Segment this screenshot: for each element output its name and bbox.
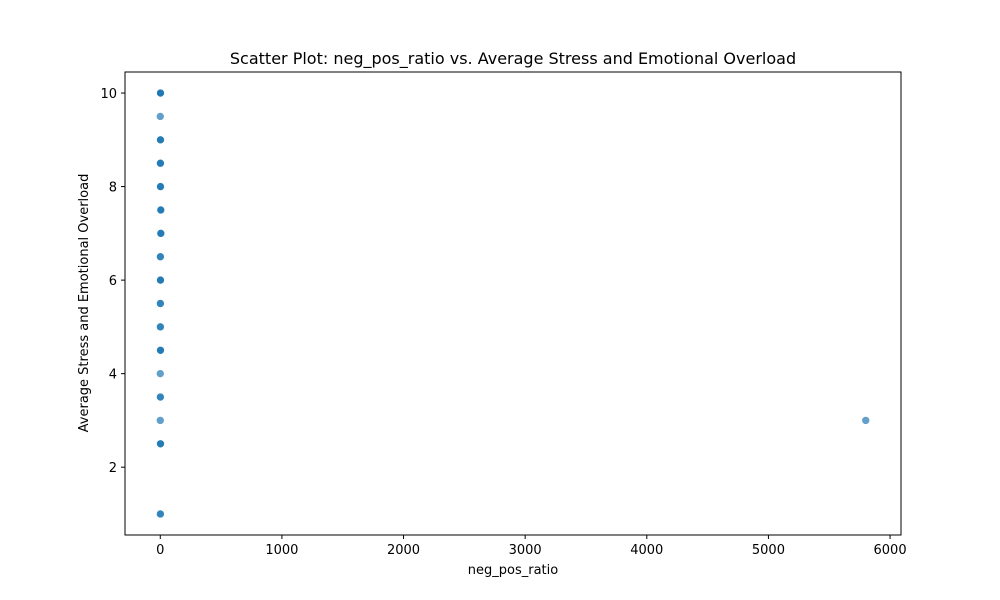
plot-frame	[124, 71, 902, 536]
data-point	[156, 229, 166, 238]
data-points	[155, 88, 871, 519]
data-point	[155, 416, 165, 425]
x-tick-label: 4000	[630, 543, 663, 558]
data-point	[156, 252, 165, 262]
x-tick-label: 6000	[874, 543, 907, 558]
data-point	[156, 135, 165, 145]
plot-area	[124, 71, 902, 536]
y-tick-label: 2	[109, 461, 117, 476]
data-point	[156, 158, 165, 168]
y-axis-label: Average Stress and Emotional Overload	[77, 174, 92, 433]
data-point	[156, 299, 165, 308]
y-tick-label: 4	[109, 368, 117, 383]
data-point	[156, 205, 166, 215]
data-point	[156, 439, 165, 449]
data-point	[156, 509, 165, 519]
data-point	[156, 182, 165, 191]
data-point	[156, 322, 165, 332]
chart-title: Scatter Plot: neg_pos_ratio vs. Average …	[230, 49, 796, 69]
x-tick-label: 1000	[265, 543, 298, 558]
y-axis: 2 4 6 8 10	[100, 87, 125, 476]
data-point	[156, 392, 165, 402]
y-tick-label: 10	[100, 87, 117, 102]
x-tick-label: 2000	[387, 543, 420, 558]
data-point	[156, 275, 165, 285]
x-tick-label: 5000	[752, 543, 785, 558]
data-point	[156, 345, 165, 355]
data-point	[156, 88, 165, 98]
x-axis: 0 1000 2000 3000 4000 5000 6000	[156, 535, 907, 558]
x-tick-label: 3000	[509, 543, 542, 558]
data-point	[155, 369, 165, 378]
x-axis-label: neg_pos_ratio	[468, 563, 558, 578]
data-point	[155, 112, 165, 121]
y-tick-label: 8	[109, 181, 117, 196]
x-tick-label: 0	[156, 543, 164, 558]
data-point	[861, 416, 871, 425]
y-tick-label: 6	[109, 274, 117, 289]
